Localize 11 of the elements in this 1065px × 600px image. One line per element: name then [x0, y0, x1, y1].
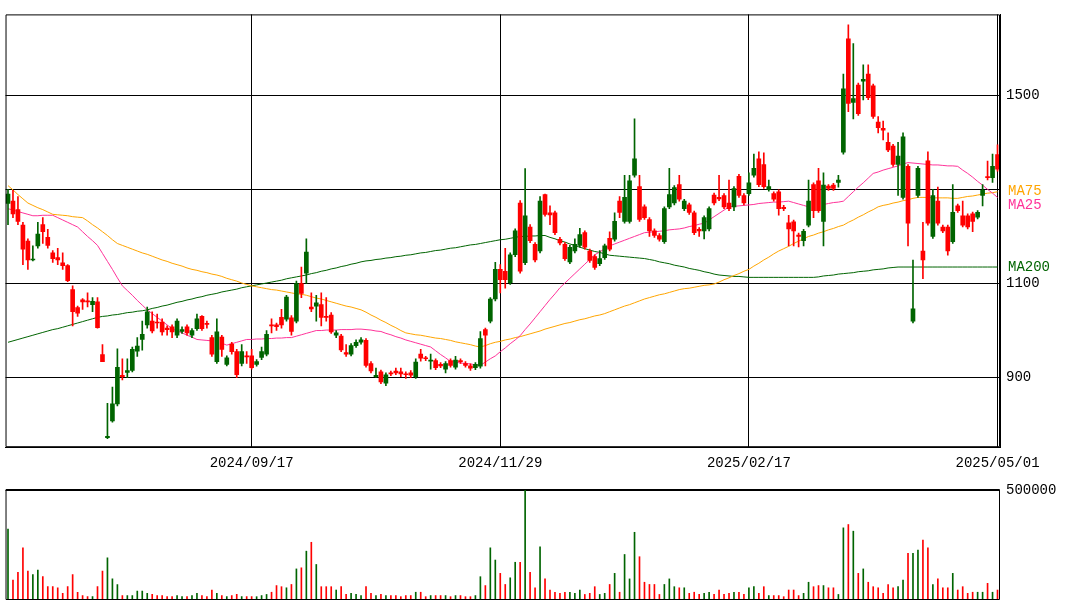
- x-tick-label: 2024/09/17: [209, 455, 294, 472]
- x-tick-label: 2024/11/29: [458, 455, 543, 472]
- y-tick-label: 1100: [1006, 275, 1040, 292]
- text: 500000: [1006, 481, 1057, 498]
- series-label: MA75: [1008, 183, 1042, 200]
- y-tick-label: 900: [1006, 369, 1032, 386]
- series-label: MA25: [1008, 197, 1042, 214]
- series-label: MA200: [1008, 258, 1051, 275]
- x-tick-label: 2025/05/01: [955, 455, 1040, 472]
- x-tick-label: 2025/02/17: [706, 455, 791, 472]
- y-tick-label: 1500: [1006, 87, 1040, 104]
